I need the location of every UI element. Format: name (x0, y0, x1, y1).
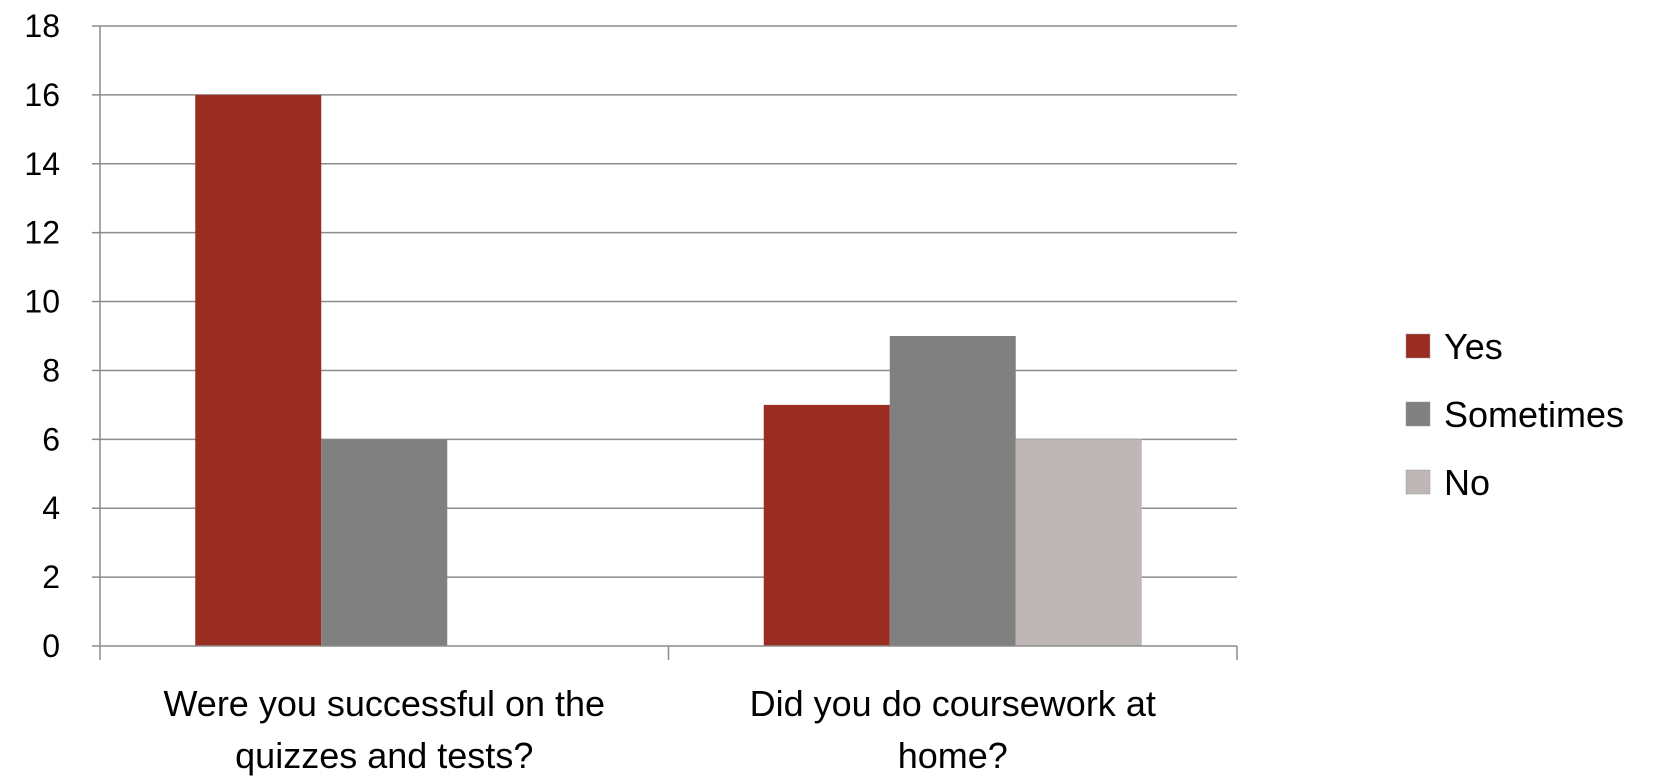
y-tick-labels: 0 2 4 6 8 10 12 14 16 18 (24, 8, 60, 664)
y-tick-label: 0 (42, 628, 60, 664)
bar-yes-0 (195, 94, 322, 646)
legend-swatch-sometimes (1405, 401, 1431, 427)
y-tick-label: 18 (24, 8, 60, 44)
bar-no-1 (1015, 439, 1142, 646)
y-tick-label: 2 (42, 559, 60, 595)
category-label: Did you do coursework at (750, 683, 1156, 724)
y-tick-label: 16 (24, 77, 60, 113)
legend: Yes Sometimes No (1405, 326, 1624, 503)
bar-yes-1 (763, 404, 890, 646)
y-tick-label: 4 (42, 490, 60, 526)
axes (92, 25, 1238, 660)
y-tick-label: 8 (42, 352, 60, 388)
bar-sometimes-1 (889, 336, 1016, 646)
category-label: quizzes and tests? (235, 735, 533, 776)
category-label: home? (898, 735, 1008, 776)
legend-swatch-yes (1405, 333, 1431, 359)
legend-label-yes: Yes (1444, 326, 1503, 367)
category-labels: Were you successful on the quizzes and te… (163, 683, 1155, 776)
legend-swatch-no (1405, 469, 1431, 495)
bars (195, 94, 1142, 646)
y-tick-label: 10 (24, 284, 60, 320)
legend-label-no: No (1444, 462, 1490, 503)
bar-sometimes-0 (321, 439, 448, 646)
category-label: Were you successful on the (163, 683, 605, 724)
y-tick-label: 14 (24, 146, 60, 182)
legend-label-sometimes: Sometimes (1444, 394, 1624, 435)
y-tick-label: 6 (42, 421, 60, 457)
y-tick-label: 12 (24, 215, 60, 251)
